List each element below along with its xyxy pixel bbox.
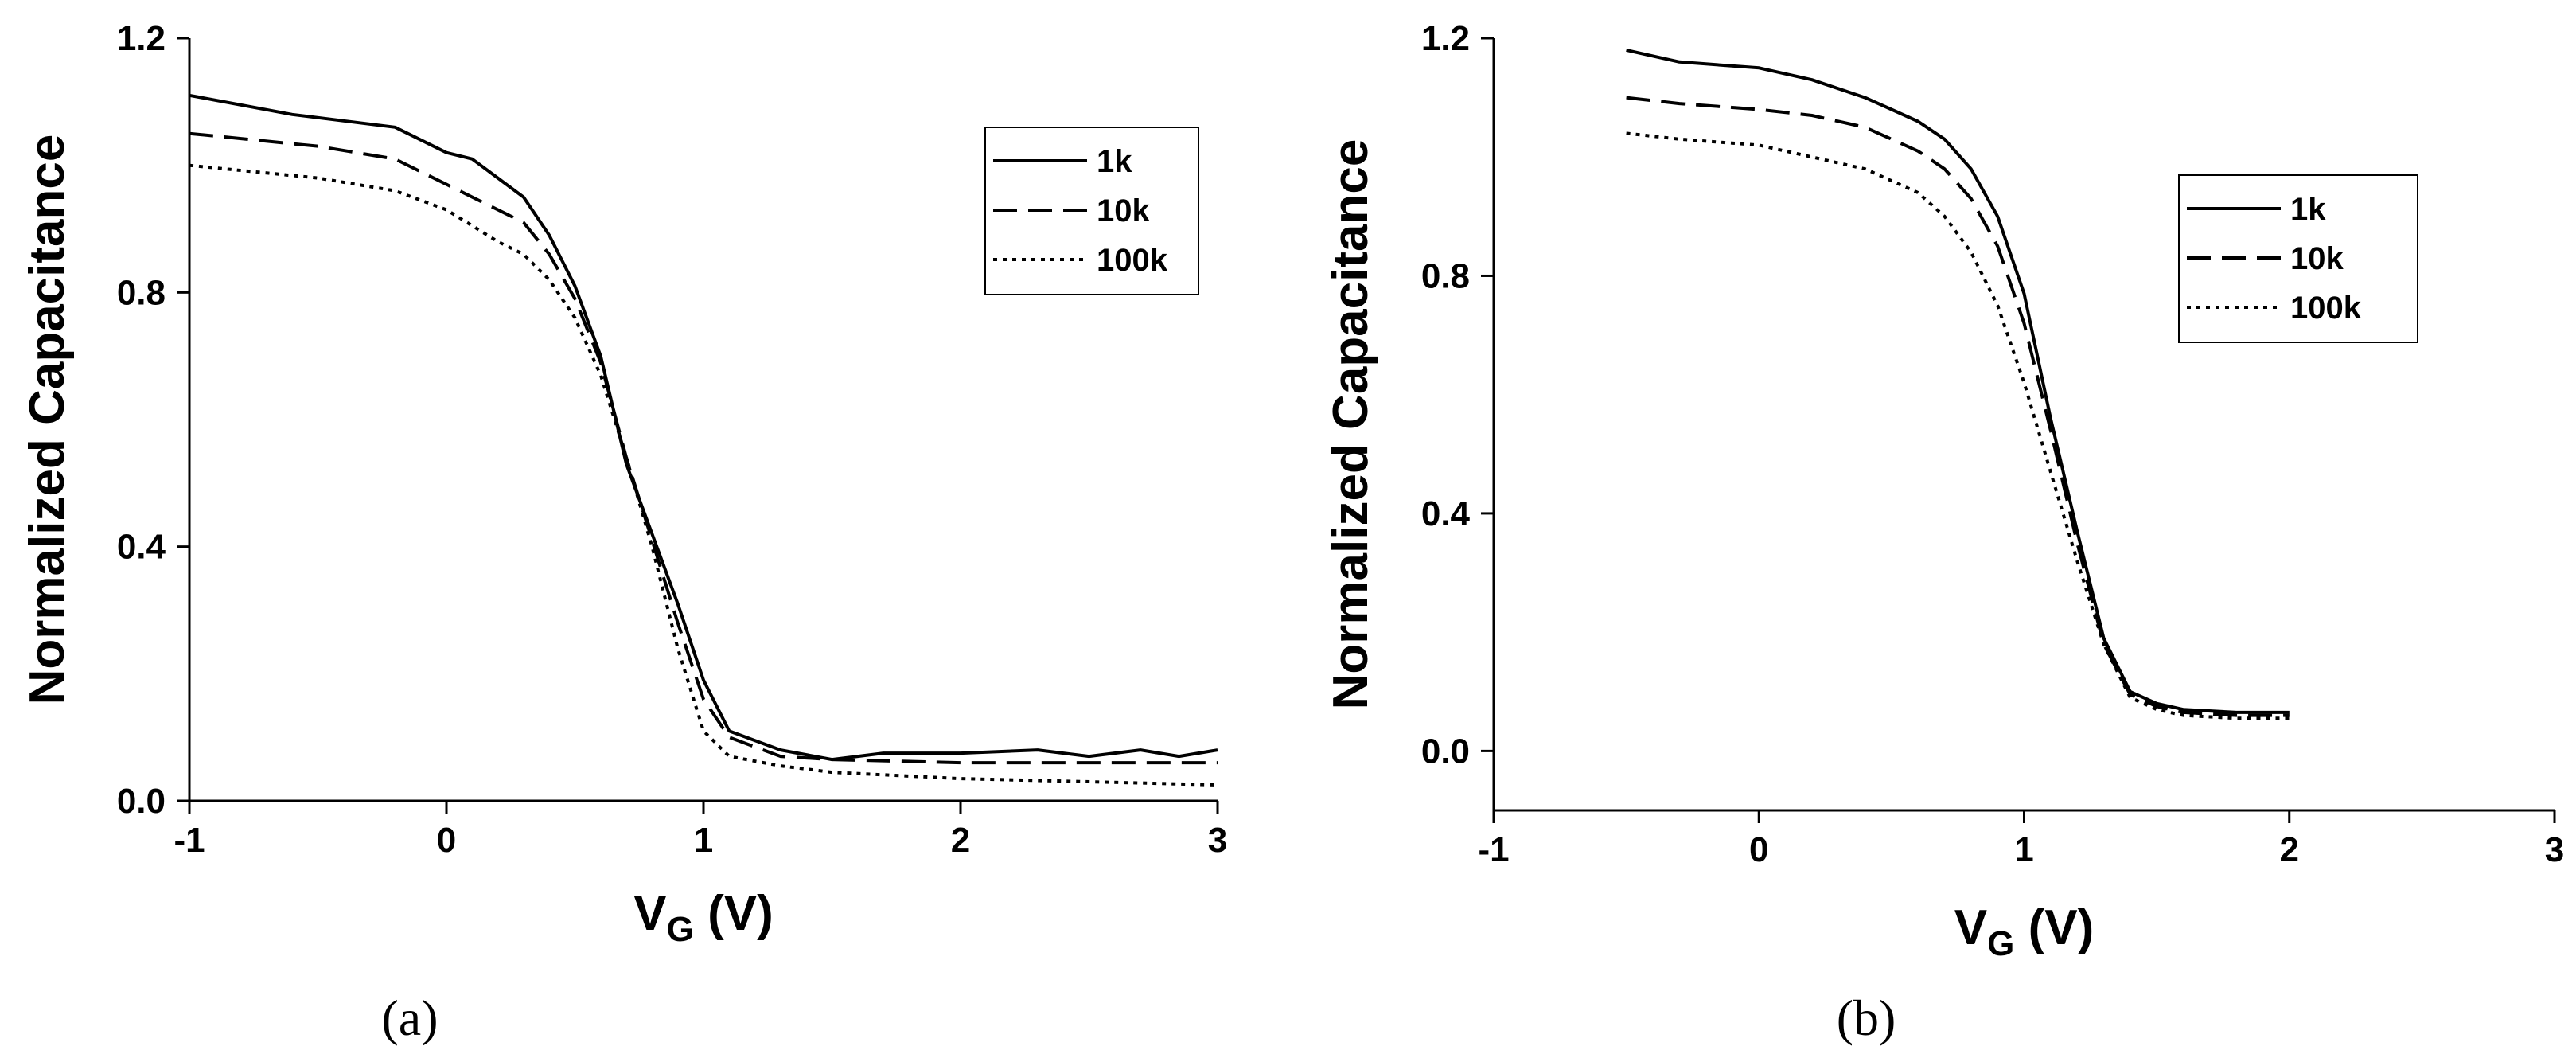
legend-label-1k: 1k [2290, 192, 2326, 227]
series-line-100k [1626, 131, 2290, 720]
series-line-1k [1626, 48, 2290, 714]
x-tick-label: 3 [2545, 830, 2564, 869]
legend-label-100k: 100k [1097, 243, 1168, 278]
panel-b-caption: (b) [1837, 990, 1896, 1046]
legend-box [2178, 174, 2418, 343]
x-tick-label: 1 [694, 821, 713, 860]
legend-label-10k: 10k [1097, 193, 1150, 228]
y-tick-label: 1.2 [1421, 19, 1470, 58]
x-axis-title: VG (V) [1954, 900, 2094, 963]
legend-label-1k: 1k [1097, 144, 1132, 179]
legend-label-10k: 10k [2290, 241, 2344, 276]
y-tick-label: 0.8 [1421, 256, 1470, 295]
y-tick-label: 0.8 [117, 273, 166, 312]
series-line-10k [1626, 96, 2290, 717]
x-tick-label: 0 [1749, 830, 1768, 869]
y-tick-label: 0.0 [117, 782, 166, 821]
panel-b-chart: -1 0 1 2 3 0.0 0.4 0.8 1.2 Normalized Capacitance… [1323, 19, 2564, 963]
x-axis-title: VG (V) [633, 886, 773, 949]
y-tick-label: 0.0 [1421, 732, 1470, 771]
x-tick-label: 3 [1208, 821, 1227, 860]
x-tick-label: 1 [2014, 830, 2033, 869]
series-line-100k [189, 163, 1218, 787]
x-tick-label: 2 [2280, 830, 2299, 869]
y-tick-label: 0.4 [1421, 494, 1471, 533]
x-tick-label: -1 [173, 821, 205, 860]
x-tick-label: 2 [951, 821, 970, 860]
y-axis-title: Normalized Capacitance [1323, 139, 1378, 710]
y-tick-label: 0.4 [117, 528, 166, 567]
legend-label-100k: 100k [2290, 291, 2362, 326]
y-tick-label: 1.2 [117, 19, 166, 58]
series-line-1k [189, 93, 1218, 762]
x-tick-label: -1 [1478, 830, 1509, 869]
legend-box [984, 127, 1199, 295]
panel-a-chart: -1 0 1 2 3 0.0 0.4 0.8 1.2 Normalized Capacitance… [20, 19, 1227, 949]
panel-a-caption: (a) [381, 990, 438, 1046]
x-tick-label: 0 [437, 821, 456, 860]
y-axis-title: Normalized Capacitance [20, 135, 75, 705]
